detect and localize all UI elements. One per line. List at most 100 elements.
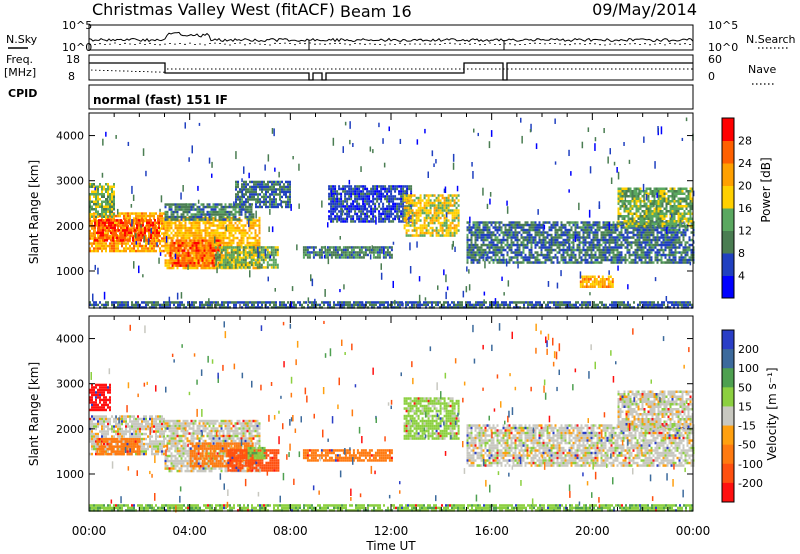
echo-cell (166, 229, 169, 232)
echo-cell (402, 185, 405, 188)
echo-cell (356, 197, 359, 201)
echo-cell (386, 217, 389, 221)
echo-cell (368, 220, 371, 223)
echo-cell (616, 256, 619, 259)
echo-cell (123, 212, 125, 215)
echo-cell (354, 187, 357, 191)
echo-cell (372, 190, 375, 193)
echo-cell (514, 251, 517, 254)
echo-cell (570, 241, 573, 244)
echo-cell (218, 231, 221, 235)
echo-cell (310, 246, 313, 249)
echo-cell (218, 258, 221, 262)
echo-cell (443, 224, 446, 227)
echo-cell (560, 241, 563, 244)
echo-cell (195, 251, 198, 255)
echo-cell (180, 231, 183, 235)
echo-cell (101, 205, 103, 208)
echo-cell (192, 213, 195, 216)
echo-cell (604, 251, 607, 254)
echo-cell (164, 236, 167, 240)
echo-cell (168, 229, 171, 232)
echo-cell (518, 221, 521, 224)
echo-cell (590, 256, 593, 259)
echo-cell (179, 239, 182, 242)
echo-cell (98, 224, 100, 227)
echo-cell (306, 253, 309, 257)
echo-cell (145, 242, 147, 245)
echo-cell (138, 229, 140, 232)
echo-cell (582, 253, 585, 257)
echo-cell (620, 243, 623, 247)
echo-cell (600, 231, 603, 234)
echo-cell (332, 217, 335, 221)
echo-cell (235, 198, 237, 201)
echo-cell (241, 203, 243, 206)
echo-cell (592, 246, 595, 249)
echo-cell (258, 246, 261, 249)
echo-cell (534, 251, 537, 254)
echo-cell (262, 261, 265, 264)
echo-cell (276, 246, 279, 249)
echo-cell (206, 213, 209, 216)
echo-cell (224, 208, 227, 211)
echo-cell (348, 197, 351, 201)
echo-cell (368, 195, 371, 198)
echo-cell (170, 208, 173, 211)
echo-cell (632, 236, 635, 239)
echo-cell (328, 253, 331, 257)
echo-cell (166, 231, 169, 235)
echo-cell (138, 221, 140, 225)
echo-cell (244, 215, 247, 219)
echo-cell (112, 219, 114, 222)
echo-cell (568, 238, 571, 242)
echo-cell (425, 219, 428, 222)
echo-cell (261, 195, 263, 199)
echo-cell (269, 188, 271, 191)
echo-cell (612, 236, 615, 239)
echo-cell (234, 248, 237, 252)
echo-cell (185, 254, 188, 257)
echo-cell (224, 251, 227, 254)
echo-cell (421, 211, 424, 215)
echo-cell (656, 226, 659, 229)
echo-cell (164, 241, 167, 245)
echo-cell (232, 261, 235, 264)
echo-cell (268, 246, 271, 249)
echo-cell (384, 197, 387, 201)
echo-cell (532, 221, 535, 224)
echo-cell (149, 247, 151, 250)
echo-cell (235, 200, 237, 204)
echo-cell (201, 261, 204, 265)
echo-cell (164, 264, 167, 267)
echo-cell (112, 229, 114, 232)
echo-cell (488, 243, 491, 247)
echo-cell (260, 246, 263, 249)
echo-cell (178, 205, 181, 209)
echo-cell (518, 261, 521, 264)
echo-cell (354, 190, 357, 193)
echo-cell (107, 193, 109, 196)
echo-cell (447, 226, 450, 230)
echo-cell (425, 224, 428, 227)
echo-cell (340, 217, 343, 221)
echo-cell (518, 231, 521, 234)
echo-cell (554, 226, 557, 229)
echo-cell (514, 261, 517, 264)
echo-cell (180, 229, 183, 232)
echo-cell (550, 228, 553, 232)
echo-cell (205, 254, 208, 257)
echo-cell (151, 247, 153, 250)
echo-cell (262, 246, 265, 249)
echo-cell (490, 251, 493, 254)
echo-cell (410, 185, 413, 188)
echo-cell (540, 241, 543, 244)
echo-cell (154, 219, 156, 222)
echo-cell (222, 215, 225, 219)
echo-cell (207, 251, 210, 255)
echo-cell (336, 207, 339, 211)
echo-cell (614, 261, 617, 264)
echo-cell (415, 201, 418, 205)
echo-cell (660, 231, 663, 234)
echo-cell (388, 200, 391, 203)
